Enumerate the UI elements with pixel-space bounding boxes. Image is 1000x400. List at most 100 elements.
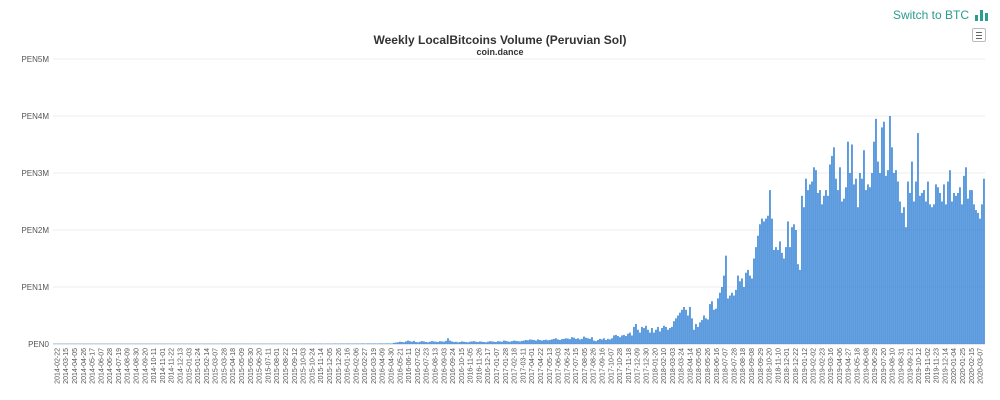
bar[interactable] bbox=[951, 201, 953, 345]
bar[interactable] bbox=[693, 329, 695, 344]
bar[interactable] bbox=[849, 173, 851, 344]
bar[interactable] bbox=[707, 319, 709, 344]
bar[interactable] bbox=[971, 190, 973, 344]
bar[interactable] bbox=[575, 338, 577, 344]
bar[interactable] bbox=[881, 127, 883, 345]
bar[interactable] bbox=[407, 340, 409, 344]
bar[interactable] bbox=[585, 337, 587, 344]
bar[interactable] bbox=[733, 295, 735, 344]
bar[interactable] bbox=[905, 227, 907, 344]
bar[interactable] bbox=[921, 192, 923, 344]
bar[interactable] bbox=[565, 338, 567, 344]
bar[interactable] bbox=[867, 184, 869, 344]
bar[interactable] bbox=[859, 173, 861, 344]
bar[interactable] bbox=[865, 190, 867, 344]
bar[interactable] bbox=[461, 341, 463, 344]
bar[interactable] bbox=[835, 178, 837, 344]
bar[interactable] bbox=[415, 342, 417, 344]
bar[interactable] bbox=[653, 332, 655, 344]
bar[interactable] bbox=[807, 190, 809, 344]
bar[interactable] bbox=[595, 341, 597, 344]
bar[interactable] bbox=[541, 340, 543, 344]
bar[interactable] bbox=[717, 298, 719, 344]
bar[interactable] bbox=[801, 195, 803, 344]
bar[interactable] bbox=[379, 343, 381, 344]
bar[interactable] bbox=[939, 192, 941, 344]
bar[interactable] bbox=[553, 338, 555, 344]
bar[interactable] bbox=[629, 332, 631, 344]
bar[interactable] bbox=[713, 309, 715, 344]
bar[interactable] bbox=[405, 341, 407, 344]
bar[interactable] bbox=[601, 339, 603, 344]
bar[interactable] bbox=[367, 343, 369, 344]
bar[interactable] bbox=[643, 328, 645, 344]
bar[interactable] bbox=[675, 318, 677, 344]
bar[interactable] bbox=[561, 339, 563, 344]
bar[interactable] bbox=[423, 341, 425, 344]
bar[interactable] bbox=[925, 201, 927, 345]
bar[interactable] bbox=[385, 343, 387, 344]
bar[interactable] bbox=[719, 292, 721, 344]
bar[interactable] bbox=[827, 195, 829, 344]
bar[interactable] bbox=[463, 341, 465, 344]
bar[interactable] bbox=[621, 335, 623, 344]
bar[interactable] bbox=[465, 342, 467, 344]
bar[interactable] bbox=[767, 215, 769, 344]
bar[interactable] bbox=[449, 340, 451, 344]
bar[interactable] bbox=[691, 318, 693, 344]
bar[interactable] bbox=[673, 321, 675, 344]
bar[interactable] bbox=[725, 255, 727, 344]
bar[interactable] bbox=[875, 118, 877, 344]
bar[interactable] bbox=[641, 326, 643, 344]
bar[interactable] bbox=[877, 161, 879, 344]
bar[interactable] bbox=[393, 342, 395, 344]
bar[interactable] bbox=[785, 247, 787, 344]
bar[interactable] bbox=[747, 269, 749, 344]
bar[interactable] bbox=[909, 192, 911, 344]
bar[interactable] bbox=[869, 187, 871, 344]
bar[interactable] bbox=[649, 332, 651, 344]
bar[interactable] bbox=[891, 147, 893, 344]
bar[interactable] bbox=[547, 340, 549, 344]
bar[interactable] bbox=[479, 341, 481, 344]
bar[interactable] bbox=[935, 184, 937, 344]
bar[interactable] bbox=[813, 167, 815, 344]
bar[interactable] bbox=[931, 207, 933, 344]
bar[interactable] bbox=[723, 275, 725, 344]
bar[interactable] bbox=[805, 178, 807, 344]
bar[interactable] bbox=[599, 338, 601, 344]
bar[interactable] bbox=[589, 338, 591, 344]
bar[interactable] bbox=[873, 141, 875, 344]
bar[interactable] bbox=[697, 326, 699, 344]
bar[interactable] bbox=[605, 340, 607, 344]
bar[interactable] bbox=[913, 201, 915, 345]
bar[interactable] bbox=[489, 341, 491, 344]
bar[interactable] bbox=[961, 204, 963, 344]
bar[interactable] bbox=[933, 204, 935, 344]
bar[interactable] bbox=[619, 337, 621, 344]
bar[interactable] bbox=[493, 341, 495, 344]
bar[interactable] bbox=[417, 342, 419, 344]
bar[interactable] bbox=[825, 190, 827, 344]
bar[interactable] bbox=[715, 308, 717, 344]
bar[interactable] bbox=[671, 326, 673, 344]
bar[interactable] bbox=[591, 337, 593, 344]
bar[interactable] bbox=[919, 195, 921, 344]
bar[interactable] bbox=[853, 184, 855, 344]
bar[interactable] bbox=[533, 340, 535, 344]
bar[interactable] bbox=[757, 235, 759, 344]
bar[interactable] bbox=[409, 341, 411, 344]
bar[interactable] bbox=[837, 190, 839, 344]
switch-to-btc-button[interactable]: Switch to BTC bbox=[893, 8, 988, 22]
bar[interactable] bbox=[399, 341, 401, 344]
bar[interactable] bbox=[949, 170, 951, 344]
bar[interactable] bbox=[701, 320, 703, 344]
bar[interactable] bbox=[501, 341, 503, 344]
bar[interactable] bbox=[969, 190, 971, 344]
bar[interactable] bbox=[665, 326, 667, 344]
bar[interactable] bbox=[663, 325, 665, 344]
bar[interactable] bbox=[499, 341, 501, 344]
bar[interactable] bbox=[445, 340, 447, 344]
bar[interactable] bbox=[569, 339, 571, 344]
bar[interactable] bbox=[579, 339, 581, 344]
